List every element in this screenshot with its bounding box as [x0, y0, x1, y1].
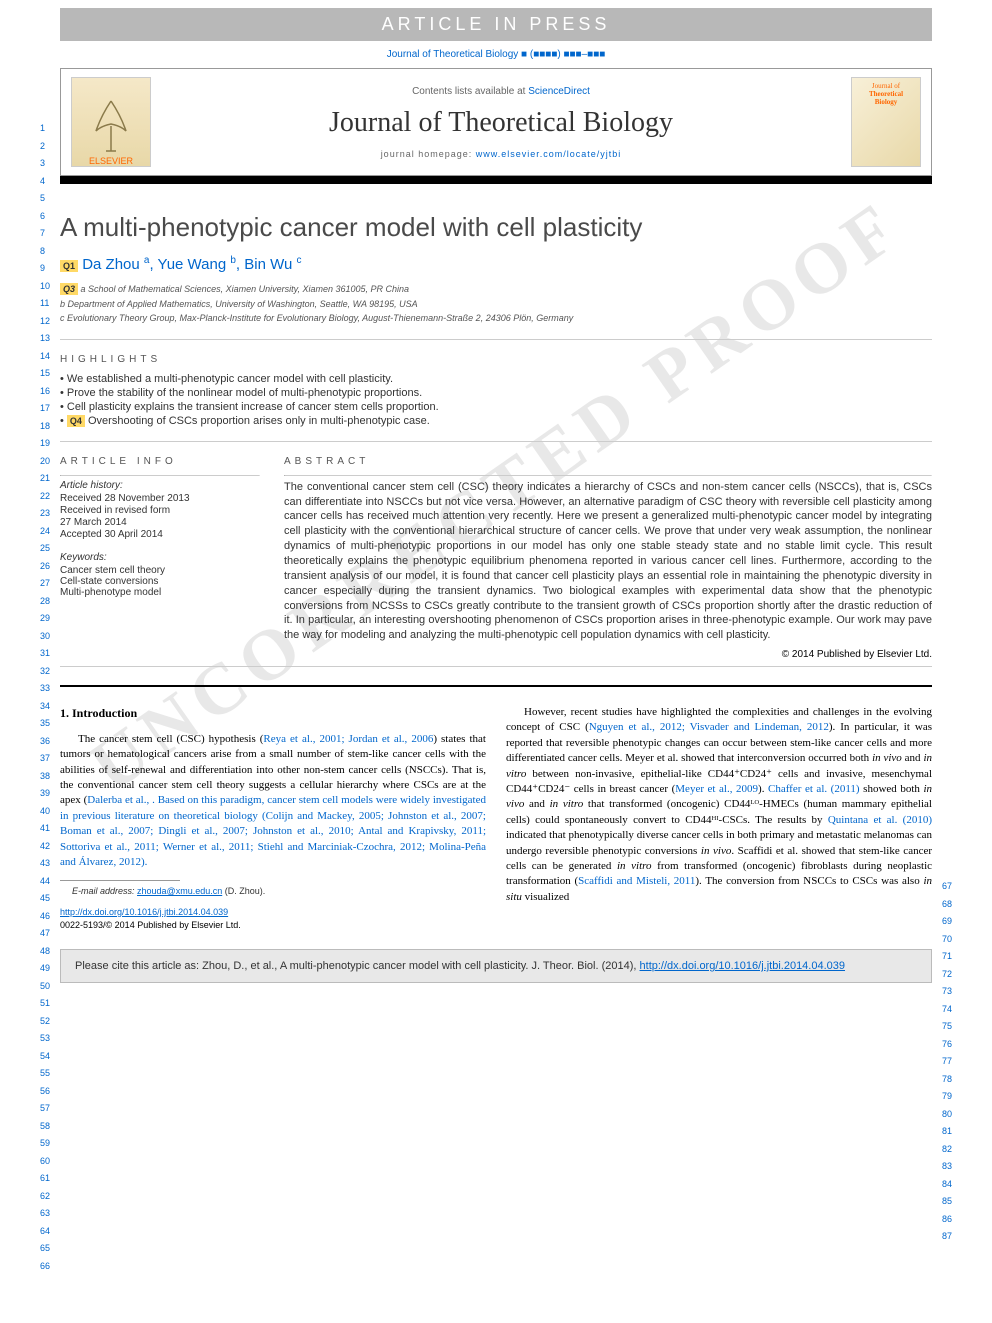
copyright: © 2014 Published by Elsevier Ltd. — [284, 649, 932, 660]
highlight-item: Prove the stability of the nonlinear mod… — [60, 387, 932, 399]
q1-marker: Q1 — [60, 260, 78, 272]
history-revised: Received in revised form — [60, 505, 260, 516]
citation-box: Please cite this article as: Zhou, D., e… — [60, 949, 932, 983]
issn-line: 0022-5193/© 2014 Published by Elsevier L… — [60, 920, 241, 930]
email-link[interactable]: zhouda@xmu.edu.cn — [137, 886, 222, 896]
keywords-header: Keywords: — [60, 552, 260, 563]
elsevier-logo: ELSEVIER — [71, 77, 151, 167]
article-in-press-banner: ARTICLE IN PRESS — [60, 8, 932, 41]
doi-block: http://dx.doi.org/10.1016/j.jtbi.2014.04… — [60, 906, 486, 931]
q4-marker: Q4 — [67, 415, 85, 427]
history-header: Article history: — [60, 480, 260, 491]
journal-header: ELSEVIER Contents lists available at Sci… — [60, 68, 932, 176]
history-received: Received 28 November 2013 — [60, 493, 260, 504]
homepage-link[interactable]: www.elsevier.com/locate/yjtbi — [476, 149, 622, 159]
history-revised-date: 27 March 2014 — [60, 517, 260, 528]
article-info-label: ARTICLE INFO — [60, 456, 260, 467]
rule — [60, 339, 932, 340]
contents-line: Contents lists available at ScienceDirec… — [151, 86, 851, 97]
journal-name: Journal of Theoretical Biology — [151, 107, 851, 139]
history-accepted: Accepted 30 April 2014 — [60, 529, 260, 540]
email-footnote: E-mail address: zhouda@xmu.edu.cn (D. Zh… — [60, 885, 486, 898]
highlight-item: Cell plasticity explains the transient i… — [60, 401, 932, 413]
keyword: Multi-phenotype model — [60, 587, 260, 598]
body-column-left: 1. Introduction The cancer stem cell (CS… — [60, 705, 486, 931]
highlights-list: We established a multi-phenotypic cancer… — [60, 373, 932, 427]
highlights-label: HIGHLIGHTS — [60, 354, 932, 365]
abstract-label: ABSTRACT — [284, 456, 932, 467]
section-rule — [60, 685, 932, 687]
body-paragraph: However, recent studies have highlighted… — [506, 705, 932, 905]
article-title: A multi-phenotypic cancer model with cel… — [60, 212, 932, 243]
highlight-item: We established a multi-phenotypic cancer… — [60, 373, 932, 385]
homepage-line: journal homepage: www.elsevier.com/locat… — [151, 149, 851, 159]
journal-reference: Journal of Theoretical Biology ■ (■■■■) … — [0, 49, 992, 60]
intro-heading: 1. Introduction — [60, 705, 486, 722]
authors-list: Da Zhou a, Yue Wang b, Bin Wu c — [82, 256, 301, 273]
rule — [60, 441, 932, 442]
abstract-text: The conventional cancer stem cell (CSC) … — [284, 480, 932, 643]
highlight-item: Q4 Overshooting of CSCs proportion arise… — [60, 415, 932, 427]
keyword: Cell-state conversions — [60, 576, 260, 587]
footnote-rule — [60, 880, 180, 881]
authors: Q1 Da Zhou a, Yue Wang b, Bin Wu c — [60, 255, 932, 273]
elsevier-label: ELSEVIER — [89, 156, 133, 166]
body-column-right: However, recent studies have highlighted… — [506, 705, 932, 931]
line-numbers-left: 1234567891011121314151617181920212223242… — [40, 120, 50, 1275]
cite-doi-link[interactable]: http://dx.doi.org/10.1016/j.jtbi.2014.04… — [640, 960, 846, 972]
intro-paragraph: The cancer stem cell (CSC) hypothesis (R… — [60, 732, 486, 871]
keyword: Cancer stem cell theory — [60, 565, 260, 576]
doi-link[interactable]: http://dx.doi.org/10.1016/j.jtbi.2014.04… — [60, 907, 228, 917]
journal-cover-thumbnail: Journal of Theoretical Biology — [851, 77, 921, 167]
header-rule — [60, 176, 932, 184]
rule — [60, 666, 932, 667]
article-info: ARTICLE INFO Article history: Received 2… — [60, 456, 260, 660]
affiliations: Q3 a School of Mathematical Sciences, Xi… — [60, 283, 932, 325]
sciencedirect-link[interactable]: ScienceDirect — [528, 86, 590, 97]
line-numbers-right: 6768697071727374757677787980818283848586… — [942, 878, 952, 1246]
q3-marker: Q3 — [60, 283, 78, 295]
